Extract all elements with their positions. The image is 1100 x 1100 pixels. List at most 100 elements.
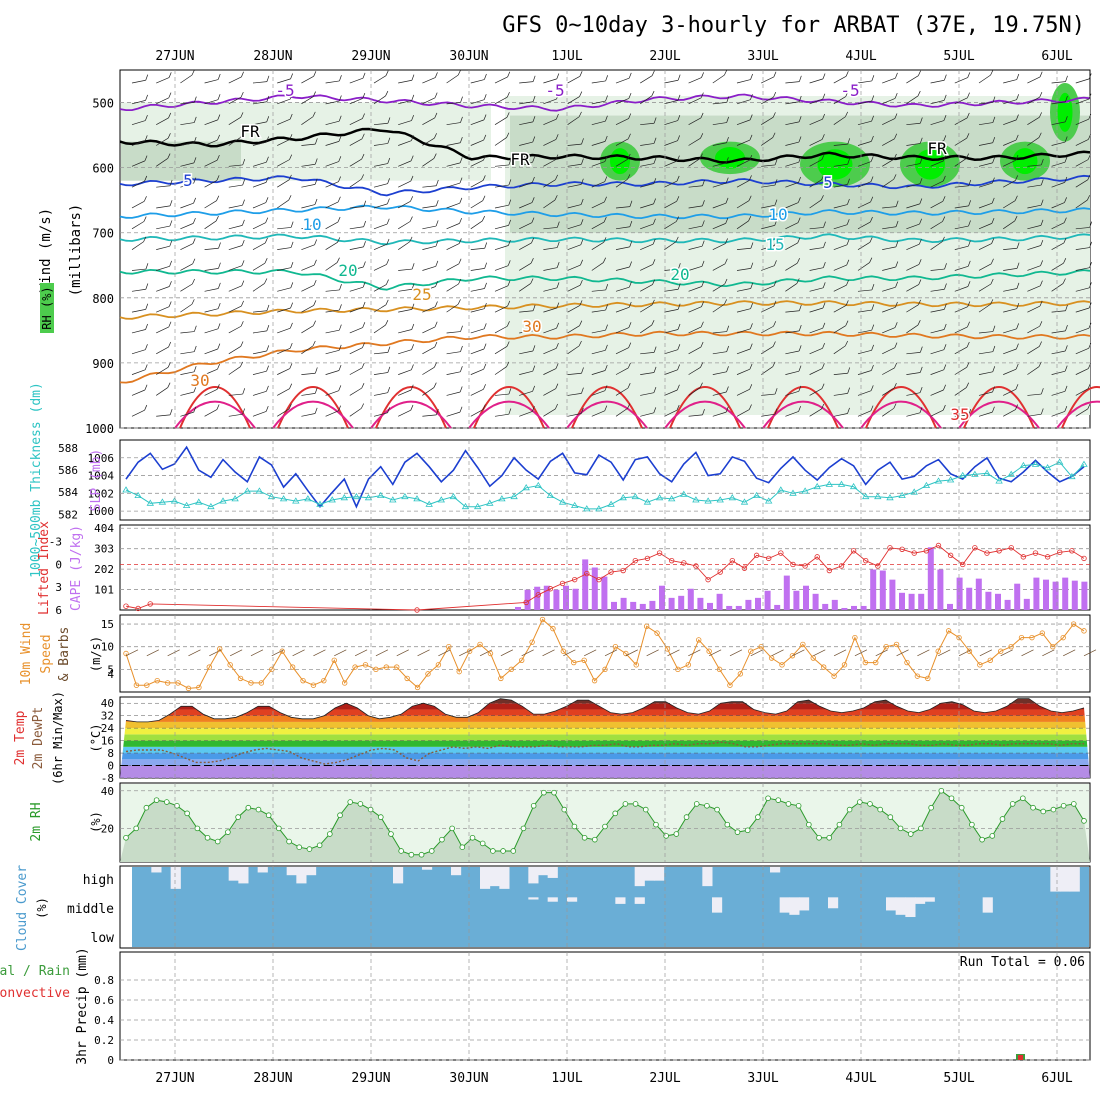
wind-speed-point [321, 677, 327, 684]
slp-tick-label: 1006 [88, 452, 115, 465]
wind-barb-flag [1089, 282, 1092, 288]
wind-barb-flag [992, 96, 996, 103]
wind-barb-flag [1040, 260, 1043, 266]
rh-point [459, 844, 466, 850]
wind-barb-flag [459, 177, 463, 184]
wind-barb-flag [893, 383, 897, 389]
wind-barb [301, 264, 315, 271]
cape-bar [918, 593, 925, 610]
wind-barb [664, 288, 679, 292]
wind-barb [1051, 101, 1066, 105]
wind-barb [567, 163, 582, 167]
thickness-point [825, 480, 834, 487]
wind-barb [228, 137, 241, 146]
wind-barb [494, 117, 508, 125]
wind-barb-flag [701, 281, 705, 287]
wind-barb [277, 327, 291, 334]
wind-barb [761, 393, 776, 396]
wind-barb [833, 345, 846, 355]
wind-barb [1003, 79, 1017, 84]
wind-speed-point [935, 648, 941, 654]
wind-barb-flag [508, 199, 512, 206]
wind-barb-flag [433, 153, 437, 159]
wind-barb-flag [555, 403, 558, 410]
wind-speed-point [977, 662, 983, 668]
wind-barb-flag [314, 158, 318, 165]
wind-barb [1051, 262, 1064, 271]
wind-barb [1051, 283, 1064, 292]
wind-barb-flag [508, 179, 512, 186]
wind-barb [422, 306, 436, 313]
wind-barb-flag [411, 364, 414, 370]
wind-barb-flag [1064, 116, 1068, 123]
wind-barb-flag [774, 199, 778, 206]
cape-bar [908, 593, 915, 610]
wind-barb [156, 414, 171, 417]
cape-bar [860, 605, 867, 610]
wind-barb-flag [1040, 388, 1044, 395]
thickness-point [195, 498, 203, 505]
wind-barb [252, 330, 267, 334]
wind-barb-flag [822, 93, 826, 100]
wind-barb [543, 247, 558, 250]
lifted-point [596, 576, 602, 583]
wind-barb [543, 98, 557, 105]
wind-barb-flag [191, 70, 195, 76]
wind-barb-flag [798, 116, 802, 123]
wind-barb [301, 204, 316, 209]
cloud-high-cell [238, 867, 249, 884]
wind-speed-point [404, 675, 410, 682]
wind-barb [954, 387, 967, 396]
wind-barb-flag [411, 115, 414, 121]
wind-barb [131, 120, 146, 126]
wind-barb-flag [241, 300, 244, 307]
wind-barb [833, 325, 846, 334]
wind-barb [809, 179, 822, 188]
wind-barb [785, 283, 798, 292]
rh-point [337, 812, 343, 819]
wind-barb-flag [531, 197, 535, 203]
precip-tick-label: 0.2 [94, 1034, 114, 1047]
wind-barb [1051, 182, 1065, 188]
wind-barb [906, 264, 920, 271]
wind-barb [712, 411, 727, 417]
wind-barb-flag [506, 361, 510, 367]
wind-barb-flag [266, 75, 270, 82]
wind-barb-flag [652, 259, 656, 265]
rh-point [734, 829, 741, 835]
cape-bar [630, 601, 637, 610]
wind-barb-flag [750, 323, 753, 329]
rh-point [765, 795, 771, 802]
wind-barb [349, 408, 362, 417]
date-label-bottom: 30JUN [449, 1071, 488, 1086]
lifted-point [559, 580, 566, 587]
wind-barb-flag [145, 323, 148, 330]
wind-barb-flag [581, 138, 584, 145]
wind-barb-flag [749, 343, 753, 350]
lifted-point [1008, 545, 1014, 551]
wind-barb-flag [556, 241, 560, 248]
wind-barb-flag [457, 70, 461, 76]
wind-barb [664, 100, 679, 105]
wind-barb [470, 268, 485, 271]
wind-barb [761, 96, 774, 105]
date-label-bottom: 4JUL [845, 1071, 876, 1086]
wind-barb-flag [992, 137, 996, 143]
lifted-point [656, 550, 663, 556]
wind-barb [446, 182, 461, 188]
thickness-point [1068, 472, 1076, 480]
thickness-ylabel: 1000~500mb Thickness (dm) [29, 382, 44, 578]
wind-barb [833, 204, 848, 209]
wind-barb [373, 203, 388, 209]
wind-barb-flag [653, 178, 657, 184]
lifted-point [1044, 554, 1051, 560]
wind-barb-flag [1064, 136, 1068, 143]
temp-band [120, 746, 1090, 754]
wind-barb-flag [1014, 195, 1018, 201]
date-label-top: 30JUN [449, 49, 488, 64]
cape-bar [534, 586, 541, 610]
wind-barb [422, 185, 437, 188]
wind-barb [640, 183, 654, 188]
hot-contour [375, 385, 447, 429]
wind-barb-flag [459, 137, 463, 143]
